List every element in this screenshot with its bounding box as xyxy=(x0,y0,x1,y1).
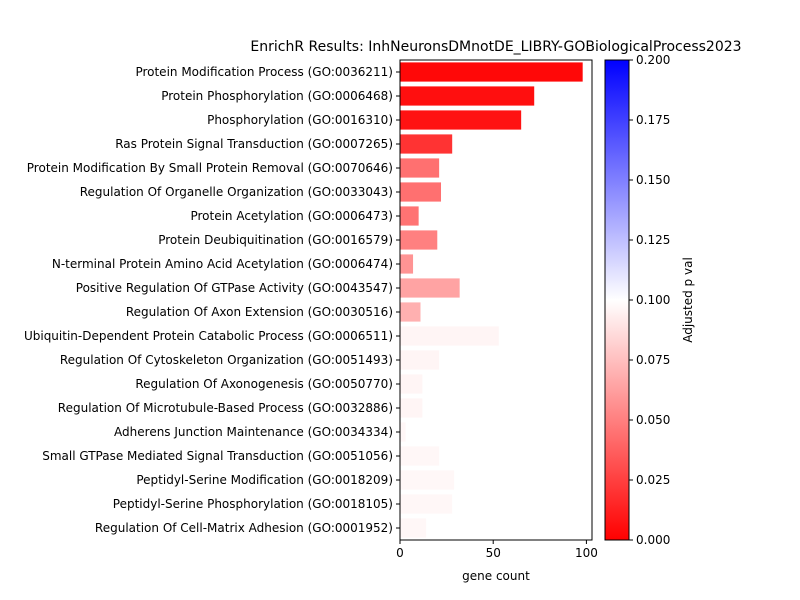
bar xyxy=(400,182,442,202)
bar xyxy=(400,206,419,226)
bars-group xyxy=(400,62,583,538)
colorbar-tick-label: 0.075 xyxy=(636,353,670,367)
bar xyxy=(400,230,438,250)
chart-title: EnrichR Results: InhNeuronsDMnotDE_LIBRY… xyxy=(250,39,741,55)
colorbar-tick-label: 0.000 xyxy=(636,533,670,547)
bar xyxy=(400,302,421,322)
bar xyxy=(400,62,583,82)
x-axis: 0 50 100 xyxy=(396,540,598,560)
category-label: Regulation Of Axon Extension (GO:0030516… xyxy=(126,305,393,319)
colorbar: 0.000 0.025 0.050 0.075 0.100 0.125 0.150 0.175… xyxy=(604,53,695,547)
category-label: Protein Modification Process (GO:0036211… xyxy=(135,65,393,79)
plot-frame xyxy=(399,59,593,541)
colorbar-label: Adjusted p val xyxy=(681,257,695,343)
bar xyxy=(400,158,440,178)
colorbar-tick-label: 0.100 xyxy=(636,293,670,307)
bar xyxy=(400,446,440,466)
category-labels: Protein Modification Process (GO:0036211… xyxy=(24,65,400,535)
category-label: Ras Protein Signal Transduction (GO:0007… xyxy=(115,137,393,151)
bar xyxy=(400,278,460,298)
category-label: Ubiquitin-Dependent Protein Catabolic Pr… xyxy=(24,329,393,343)
colorbar-tick-label: 0.125 xyxy=(636,233,670,247)
colorbar-tick-label: 0.150 xyxy=(636,173,670,187)
bar xyxy=(400,326,499,346)
colorbar-tick-label: 0.175 xyxy=(636,113,670,127)
bar xyxy=(400,350,440,370)
bar xyxy=(400,86,535,106)
colorbar-tick-label: 0.200 xyxy=(636,53,670,67)
bar xyxy=(400,422,406,442)
colorbar-gradient xyxy=(604,59,630,541)
bar xyxy=(400,398,423,418)
colorbar-tick-label: 0.050 xyxy=(636,413,670,427)
colorbar-ticks: 0.000 0.025 0.050 0.075 0.100 0.125 0.150 0.175… xyxy=(629,53,670,547)
x-axis-label: gene count xyxy=(462,569,530,583)
category-label: Regulation Of Microtubule-Based Process … xyxy=(58,401,393,415)
category-label: Regulation Of Cytoskeleton Organization … xyxy=(60,353,393,367)
bar xyxy=(400,110,522,130)
bar xyxy=(400,470,455,490)
category-label: Protein Phosphorylation (GO:0006468) xyxy=(161,89,393,103)
bar xyxy=(400,374,423,394)
category-label: Protein Modification By Small Protein Re… xyxy=(27,161,393,175)
bar xyxy=(400,494,453,514)
category-label: Phosphorylation (GO:0016310) xyxy=(207,113,393,127)
category-label: Regulation Of Organelle Organization (GO… xyxy=(80,185,393,199)
category-label: Regulation Of Cell-Matrix Adhesion (GO:0… xyxy=(95,521,393,535)
category-label: Small GTPase Mediated Signal Transductio… xyxy=(42,449,393,463)
category-label: Peptidyl-Serine Phosphorylation (GO:0018… xyxy=(113,497,393,511)
category-label: Positive Regulation Of GTPase Activity (… xyxy=(76,281,393,295)
category-label: Regulation Of Axonogenesis (GO:0050770) xyxy=(135,377,393,391)
bar xyxy=(400,518,427,538)
category-label: Adherens Junction Maintenance (GO:003433… xyxy=(114,425,393,439)
category-label: N-terminal Protein Amino Acid Acetylatio… xyxy=(52,257,393,271)
category-label: Protein Deubiquitination (GO:0016579) xyxy=(158,233,393,247)
bar xyxy=(400,134,453,154)
colorbar-tick-label: 0.025 xyxy=(636,473,670,487)
x-tick-label: 50 xyxy=(486,546,501,560)
category-label: Protein Acetylation (GO:0006473) xyxy=(190,209,393,223)
bar xyxy=(400,254,414,274)
category-label: Peptidyl-Serine Modification (GO:0018209… xyxy=(136,473,393,487)
x-tick-label: 100 xyxy=(575,546,598,560)
x-tick-label: 0 xyxy=(396,546,404,560)
